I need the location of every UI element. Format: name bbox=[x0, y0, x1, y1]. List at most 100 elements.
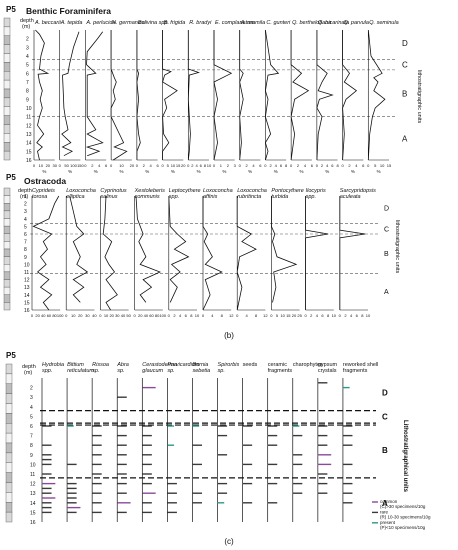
panel-b-x-tick: 4 bbox=[245, 313, 248, 318]
panel-a-code: P5 bbox=[6, 5, 16, 14]
panel-a-x-tick: 6 bbox=[280, 163, 283, 168]
panel-b-depth-tick: 1 bbox=[24, 194, 27, 200]
core-layer bbox=[3, 124, 11, 134]
panel-b-core-column bbox=[3, 187, 11, 311]
panel-a-series-line bbox=[136, 30, 141, 160]
panel-b-x-tick: 0 bbox=[133, 313, 136, 318]
panel-b-x-tick: 2 bbox=[173, 313, 176, 318]
panel-a-series-line bbox=[316, 30, 334, 161]
panel-c-column-label: Parvicardium bbox=[167, 362, 200, 368]
panel-a-unit-label: B bbox=[402, 89, 407, 98]
core-layer bbox=[5, 403, 13, 414]
panel-a-series-label: Q. parvula bbox=[344, 20, 369, 26]
panel-b-series-label: spp. bbox=[169, 194, 179, 200]
panel-b-series-label: Loxoconcha bbox=[203, 188, 233, 194]
core-layer bbox=[5, 511, 13, 523]
panel-c-column-label: charophytes bbox=[293, 362, 323, 368]
panel-b-series-line bbox=[69, 195, 89, 303]
panel-b-x-tick: 10 bbox=[195, 313, 200, 318]
panel-a-unit-label: C bbox=[402, 61, 408, 70]
panel-a-series-line bbox=[290, 30, 310, 161]
panel-a-x-tick: 0 bbox=[33, 163, 36, 168]
panel-b-x-tick: 40 bbox=[144, 313, 149, 318]
panel-a-x-unit: % bbox=[145, 169, 149, 174]
panel-a-x-tick: 0 bbox=[367, 163, 370, 168]
panel-c-column-label: sebetia bbox=[192, 368, 210, 374]
panel-b-x-tick: 20 bbox=[138, 313, 143, 318]
panel-b-x-tick: 12 bbox=[263, 313, 268, 318]
panel-a-x-tick: 4 bbox=[304, 163, 307, 168]
panel-b-depth-tick: 7 bbox=[24, 240, 27, 246]
core-layer bbox=[3, 97, 11, 107]
panel-a-depth-tick: 13 bbox=[26, 132, 32, 138]
panel-b-x-tick: 30 bbox=[115, 313, 120, 318]
core-layer bbox=[3, 225, 11, 234]
panel-a-x-tick: 2 bbox=[227, 163, 230, 168]
panel-c-core-column bbox=[5, 363, 13, 523]
panel-c-column-label: Bittium bbox=[67, 362, 84, 368]
panel-a-x-tick: 15 bbox=[176, 163, 181, 168]
panel-a-x-tick: 0 bbox=[110, 163, 113, 168]
core-layer bbox=[3, 115, 11, 125]
panel-a-series-line bbox=[342, 30, 358, 161]
panel-b-caption: (b) bbox=[224, 331, 234, 340]
panel-a-series-label: A. beccarii bbox=[34, 20, 61, 26]
panel-b-x-tick: 6 bbox=[356, 313, 359, 318]
panel-b-series-line bbox=[168, 195, 190, 303]
panel-a-x-tick: 0 bbox=[136, 163, 139, 168]
panel-c-depth-tick: 8 bbox=[30, 443, 33, 449]
core-layer bbox=[5, 442, 13, 454]
panel-b-series-label: spp. bbox=[306, 194, 316, 200]
panel-c-unit-label: A bbox=[382, 499, 388, 508]
core-layer bbox=[3, 294, 11, 303]
panel-a-x-tick: 6 bbox=[362, 163, 365, 168]
panel-a-unit-label: A bbox=[402, 134, 408, 143]
panel-b-series-label: affinis bbox=[203, 194, 218, 200]
panel-c-depth-tick: 12 bbox=[30, 482, 36, 488]
panel-a-x-tick: 2 bbox=[321, 163, 324, 168]
panel-c-unit-label: B bbox=[382, 446, 388, 455]
core-layer bbox=[5, 423, 13, 434]
panel-a-series-line bbox=[110, 30, 128, 161]
panel-b-x-tick: 10 bbox=[71, 313, 76, 318]
panel-b-series-label: turbida bbox=[271, 194, 288, 200]
panel-a-series-line bbox=[162, 30, 178, 160]
panel-c-depth-tick: 4 bbox=[30, 405, 33, 411]
panel-b-x-tick: 80 bbox=[155, 313, 160, 318]
panel-c-unit-axis-title: Lithostratigraphical units bbox=[402, 420, 408, 493]
panel-c-legend-label: (C)>30 specimens/10g bbox=[380, 504, 426, 509]
panel-c-depth-unit: (m) bbox=[24, 370, 32, 376]
panel-b-x-tick: 20 bbox=[35, 313, 40, 318]
panel-a-x-tick: 0 bbox=[213, 163, 216, 168]
panel-b-depth-tick: 12 bbox=[24, 278, 30, 284]
panel-b-x-tick: 12 bbox=[229, 313, 234, 318]
panel-c-unit-label: C bbox=[382, 412, 388, 421]
panel-a-depth-tick: 7 bbox=[26, 80, 29, 86]
core-layer bbox=[3, 142, 11, 152]
panel-a-series-label: H. germanica bbox=[112, 20, 145, 26]
panel-c-column-label: ceramic bbox=[268, 362, 288, 368]
panel-a-depth-tick: 4 bbox=[26, 54, 29, 60]
panel-c-depth-tick: 13 bbox=[30, 491, 36, 497]
panel-b-x-tick: 0 bbox=[236, 313, 239, 318]
panel-c-depth-tick: 14 bbox=[30, 501, 36, 507]
panel-a-x-tick: 0 bbox=[341, 163, 344, 168]
panel-a-series-line bbox=[187, 30, 200, 161]
panel-a-x-tick: 4 bbox=[195, 163, 198, 168]
panel-c-depth-tick: 10 bbox=[30, 462, 36, 468]
panel-a-x-tick: 0 bbox=[290, 163, 293, 168]
panel-a-x-unit: % bbox=[325, 169, 329, 174]
panel-a-x-unit: % bbox=[171, 169, 175, 174]
panel-a-x-unit: % bbox=[197, 169, 201, 174]
panel-c-column-label: Bornia bbox=[192, 362, 208, 368]
panel-b-x-tick: 8 bbox=[255, 313, 258, 318]
panel-a-series-line bbox=[35, 29, 50, 161]
panel-b-unit-label: C bbox=[384, 227, 389, 234]
panel-a-depth-tick: 6 bbox=[26, 71, 29, 77]
core-layer bbox=[3, 88, 11, 99]
core-layer bbox=[5, 482, 13, 493]
panel-b-x-tick: 5 bbox=[276, 313, 279, 318]
panel-b-x-tick: 6 bbox=[185, 313, 188, 318]
panel-c-column-label: sp. bbox=[92, 368, 99, 374]
panel-a-series-label: A. tepida bbox=[60, 20, 83, 26]
